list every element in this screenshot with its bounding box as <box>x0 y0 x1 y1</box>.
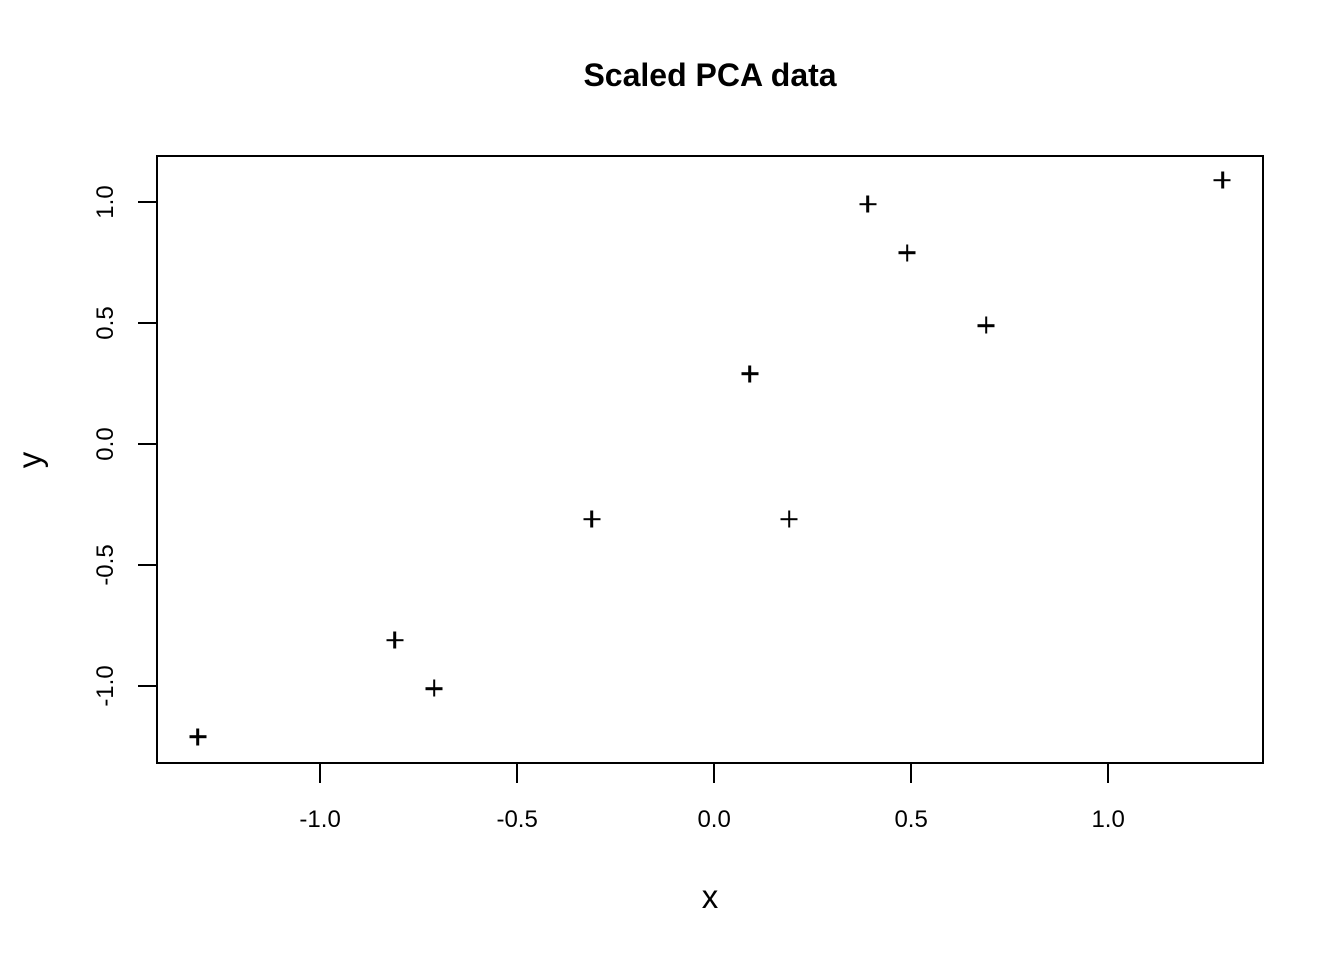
data-point-plus-marker <box>780 510 798 528</box>
y-axis-tick-label: -1.0 <box>92 665 119 707</box>
x-axis-tick-label: 1.0 <box>1091 806 1125 833</box>
data-point-plus-marker <box>189 728 207 746</box>
y-axis-tick-label: 0.0 <box>92 427 119 461</box>
plus-marker-vertical-bar <box>433 679 436 697</box>
y-axis-tick <box>138 200 157 203</box>
data-point-plus-marker <box>386 631 404 649</box>
x-axis-tick <box>319 764 322 783</box>
data-point-plus-marker <box>425 679 443 697</box>
y-axis-label: y <box>11 451 48 469</box>
x-axis-tick <box>516 764 519 783</box>
plus-marker-vertical-bar <box>590 510 594 528</box>
plus-marker-vertical-bar <box>905 244 909 262</box>
data-point-plus-marker <box>583 510 601 528</box>
x-axis-label: x <box>701 878 719 915</box>
x-axis-tick-label: -0.5 <box>496 806 538 833</box>
plus-marker-vertical-bar <box>866 195 870 213</box>
y-axis-tick <box>138 443 157 445</box>
plus-marker-vertical-bar <box>984 316 988 334</box>
x-axis-tick <box>1107 764 1110 783</box>
x-axis-tick-label: 0.5 <box>894 806 928 833</box>
data-point-plus-marker <box>741 365 759 383</box>
y-axis-tick-label: 1.0 <box>92 185 119 219</box>
plot-area <box>156 155 1264 764</box>
y-axis-tick-label: 0.5 <box>92 306 119 340</box>
plot-title: Scaled PCA data <box>583 57 837 93</box>
x-axis-tick-label: 0.0 <box>697 806 731 833</box>
plus-marker-vertical-bar <box>393 631 397 649</box>
y-axis-tick <box>138 564 157 567</box>
plus-marker-vertical-bar <box>196 728 200 746</box>
y-axis-tick <box>138 321 157 324</box>
y-axis-tick-label: -0.5 <box>92 544 119 586</box>
data-point-plus-marker <box>977 316 995 334</box>
x-axis-tick-label: -1.0 <box>299 806 341 833</box>
x-axis-tick <box>713 764 716 783</box>
plus-marker-vertical-bar <box>787 510 791 528</box>
data-point-plus-marker <box>1213 171 1231 189</box>
x-axis-tick <box>910 764 913 783</box>
y-axis-tick <box>138 685 157 688</box>
data-point-plus-marker <box>898 244 916 262</box>
plus-marker-vertical-bar <box>1221 171 1224 189</box>
plus-marker-vertical-bar <box>748 365 751 383</box>
data-point-plus-marker <box>859 195 877 213</box>
